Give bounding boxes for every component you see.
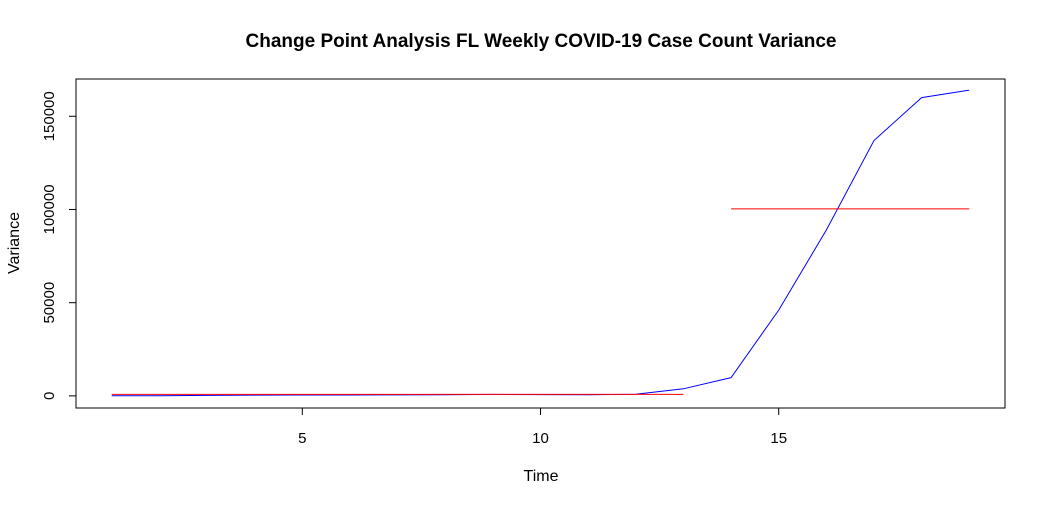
plot-box: [75, 78, 1006, 409]
chart-title: Change Point Analysis FL Weekly COVID-19…: [246, 31, 837, 52]
y-tick-label: 150000: [41, 91, 58, 141]
y-axis-label: Variance: [6, 212, 23, 274]
y-tick-label: 100000: [41, 184, 58, 234]
series-line: [111, 89, 970, 397]
axes: 5 10 15 0 50000 100000 150000: [41, 91, 787, 447]
x-axis-label: Time: [524, 468, 559, 485]
y-tick-label: 50000: [41, 282, 58, 324]
data-layer: [111, 89, 970, 397]
x-tick-label: 5: [298, 430, 306, 447]
y-tick-label: 0: [41, 392, 58, 400]
x-tick-label: 15: [770, 430, 787, 447]
x-tick-label: 10: [532, 430, 549, 447]
